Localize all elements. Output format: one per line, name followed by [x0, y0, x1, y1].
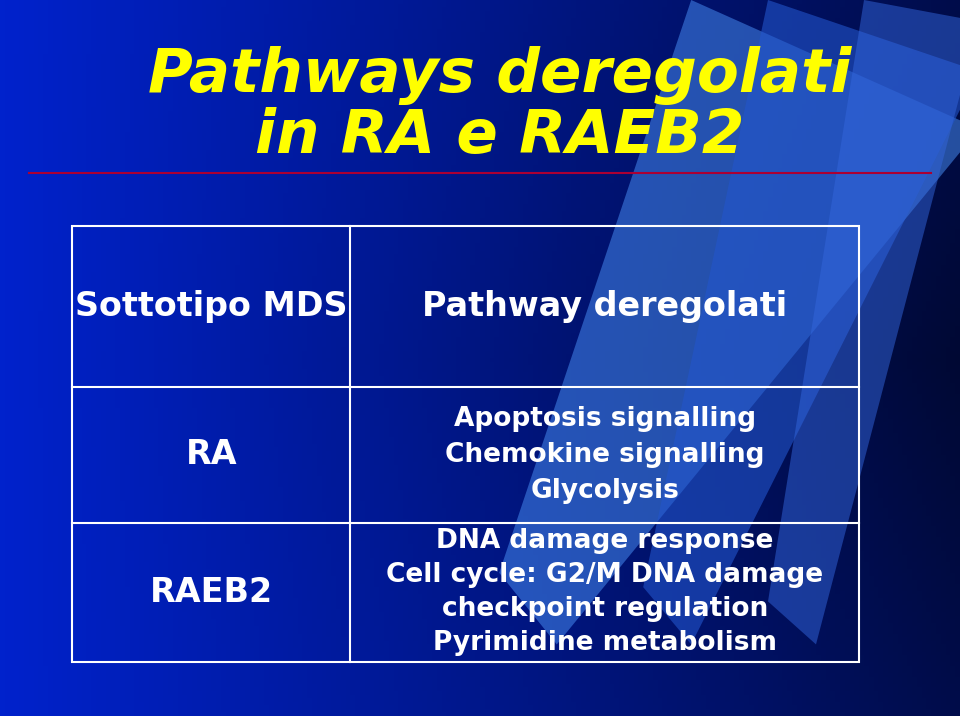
- Text: Pathway deregolati: Pathway deregolati: [422, 289, 787, 323]
- Text: RAEB2: RAEB2: [150, 576, 273, 609]
- Text: DNA damage response
Cell cycle: G2/M DNA damage
checkpoint regulation
Pyrimidine: DNA damage response Cell cycle: G2/M DNA…: [386, 528, 824, 657]
- Text: in RA e RAEB2: in RA e RAEB2: [254, 107, 744, 165]
- Bar: [72, 226, 859, 662]
- Text: RA: RA: [185, 438, 237, 471]
- Polygon shape: [768, 0, 960, 644]
- Text: Sottotipo MDS: Sottotipo MDS: [75, 289, 348, 323]
- Text: Apoptosis signalling
Chemokine signalling
Glycolysis: Apoptosis signalling Chemokine signallin…: [445, 406, 764, 503]
- Polygon shape: [499, 0, 960, 644]
- Text: Pathways deregolati: Pathways deregolati: [148, 46, 851, 105]
- Polygon shape: [643, 0, 960, 644]
